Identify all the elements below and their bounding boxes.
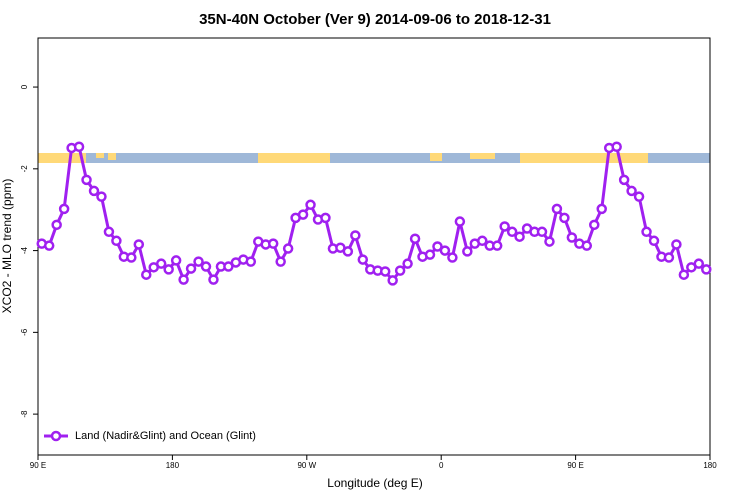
- land-band: [108, 153, 116, 160]
- point: [58, 203, 70, 215]
- land-band: [430, 153, 442, 161]
- point: [267, 238, 279, 249]
- point: [394, 265, 406, 276]
- point: [633, 191, 645, 202]
- point: [163, 264, 174, 275]
- point: [200, 261, 212, 272]
- point: [305, 199, 316, 211]
- y-tick-label: -6: [20, 328, 29, 336]
- point: [126, 252, 137, 263]
- point: [439, 245, 451, 256]
- point: [447, 252, 458, 263]
- point: [566, 232, 578, 243]
- point: [297, 209, 309, 220]
- x-tick-label: 180: [166, 461, 180, 470]
- point: [432, 241, 443, 252]
- legend-marker: [50, 430, 62, 442]
- point: [111, 235, 122, 247]
- y-axis-label: XCO2 - MLO trend (ppm): [0, 179, 14, 314]
- point: [103, 226, 115, 238]
- x-tick-label: 180: [703, 461, 717, 470]
- point: [178, 274, 189, 285]
- point: [544, 236, 555, 247]
- point: [626, 185, 637, 197]
- point: [81, 174, 92, 186]
- point: [506, 226, 518, 238]
- point: [409, 233, 421, 244]
- point: [275, 256, 286, 267]
- point: [223, 261, 234, 272]
- point: [88, 185, 100, 197]
- point: [641, 226, 652, 238]
- point: [51, 219, 62, 231]
- land-band: [38, 153, 86, 163]
- point: [671, 239, 682, 250]
- point: [193, 256, 204, 267]
- point: [245, 256, 257, 267]
- y-tick-label: -2: [20, 165, 29, 173]
- x-tick-label: 90 W: [297, 461, 316, 470]
- point: [693, 258, 705, 269]
- point: [581, 240, 593, 251]
- legend-label: Land (Nadir&Glint) and Ocean (Glint): [75, 430, 256, 442]
- point: [596, 203, 607, 215]
- x-tick-label: 90 E: [30, 461, 46, 470]
- land-band: [258, 153, 330, 163]
- point: [424, 249, 436, 260]
- point: [282, 243, 294, 254]
- point: [499, 221, 510, 232]
- x-axis-label: Longitude (deg E): [327, 476, 422, 490]
- y-tick-label: -8: [20, 410, 29, 418]
- point: [185, 263, 197, 274]
- point: [611, 141, 622, 152]
- point: [320, 212, 331, 224]
- point: [491, 240, 503, 251]
- point: [701, 264, 712, 275]
- point: [536, 226, 548, 238]
- y-tick-label: -4: [20, 246, 29, 254]
- land-ocean-strip: [38, 153, 710, 163]
- point: [342, 246, 354, 257]
- point: [43, 240, 55, 251]
- point: [454, 216, 466, 227]
- point: [462, 246, 473, 257]
- point: [648, 235, 660, 247]
- land-band: [470, 153, 495, 159]
- point: [551, 203, 563, 215]
- point: [133, 239, 145, 250]
- point: [73, 141, 85, 152]
- chart-title: 35N-40N October (Ver 9) 2014-09-06 to 20…: [199, 11, 551, 28]
- ocean-band: [38, 153, 710, 163]
- x-tick-label: 90 E: [567, 461, 583, 470]
- land-band: [96, 153, 104, 158]
- point: [357, 254, 369, 265]
- point: [208, 274, 219, 285]
- point: [402, 258, 413, 269]
- point: [559, 212, 570, 224]
- y-tick-label: 0: [20, 84, 29, 89]
- point: [141, 269, 152, 280]
- point: [170, 255, 182, 266]
- series-line: [41, 145, 708, 283]
- point: [379, 266, 391, 277]
- point: [387, 275, 398, 286]
- point: [477, 235, 488, 247]
- point: [589, 219, 600, 231]
- land-band: [520, 153, 648, 163]
- point: [96, 191, 107, 202]
- point: [678, 269, 690, 280]
- x-tick-label: 0: [439, 461, 444, 470]
- point: [155, 258, 167, 269]
- point: [618, 174, 630, 186]
- point: [514, 231, 525, 242]
- point: [350, 230, 361, 241]
- point: [663, 252, 675, 263]
